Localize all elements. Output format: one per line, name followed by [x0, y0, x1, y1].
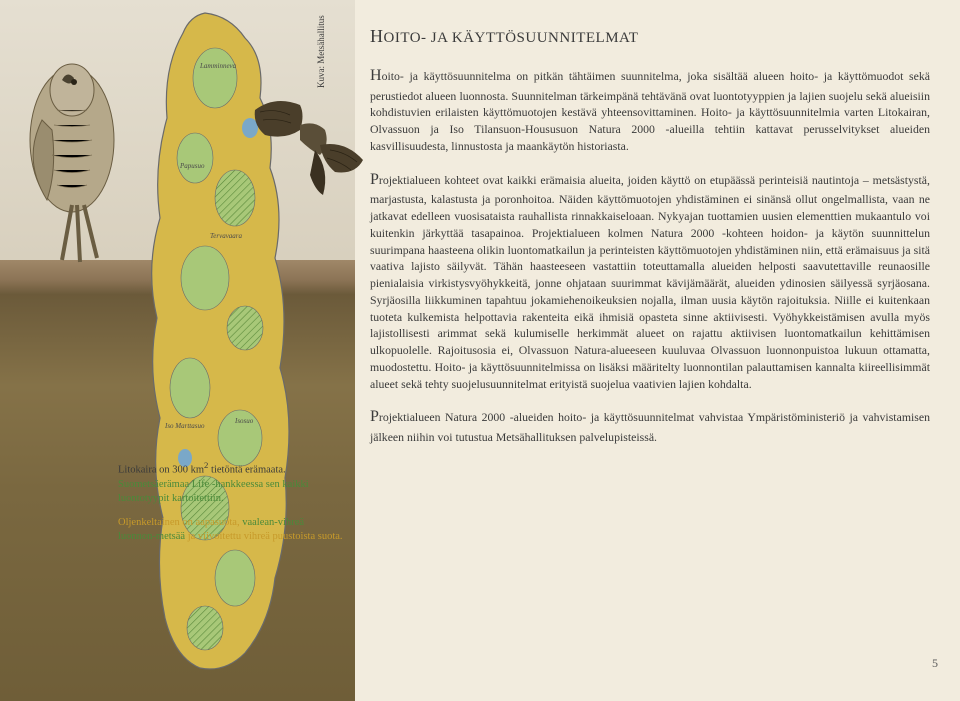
- paragraph-3: Projektialueen Natura 2000 -alueiden hoi…: [370, 406, 930, 445]
- paragraph-2: Projektialueen kohteet ovat kaikki eräma…: [370, 169, 930, 393]
- caption-text: Litokaira on 300 km: [118, 465, 204, 476]
- main-text-column: HOITO- JA KÄYTTÖSUUNNITELMAT Hoito- ja k…: [370, 26, 930, 460]
- map-label: Iso Marttasuo: [164, 422, 205, 430]
- page-number: 5: [932, 656, 938, 671]
- map-label: Tervavaara: [210, 232, 243, 240]
- map-label: Isosuo: [234, 417, 254, 425]
- eagle-illustration: [245, 90, 370, 210]
- map-caption: Litokaira on 300 km2 tietöntä erämaata. …: [118, 460, 343, 554]
- caption-text: Oljenkeltainen on aapasuota,: [118, 517, 242, 528]
- map-label: Lamminneva: [199, 62, 237, 70]
- section-heading: HOITO- JA KÄYTTÖSUUNNITELMAT: [370, 26, 930, 47]
- falcon-illustration: [2, 40, 157, 270]
- map-label: Papusuo: [179, 162, 205, 170]
- photo-credit: Kuva: Metsähallitus: [316, 8, 326, 88]
- paragraph-1: Hoito- ja käyttösuunnitelma on pitkän tä…: [370, 65, 930, 155]
